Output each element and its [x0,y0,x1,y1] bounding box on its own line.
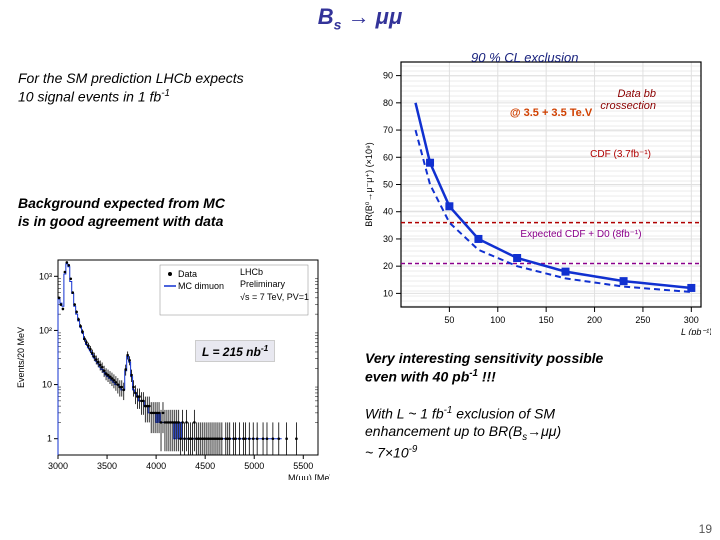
histogram-chart: 3000 3500 4000 4500 5000 5500 1 10 10² 10³ M(μμ) [… [10,250,330,480]
svg-text:100: 100 [490,315,505,325]
svg-text:50: 50 [383,180,393,190]
svg-text:10: 10 [383,288,393,298]
svg-text:10²: 10² [39,325,52,335]
svg-text:50: 50 [444,315,454,325]
svg-text:L (pb⁻¹): L (pb⁻¹) [681,327,711,335]
svg-text:@ 3.5 + 3.5 Te.V: @ 3.5 + 3.5 Te.V [510,107,593,119]
page-number: 19 [699,522,712,536]
svg-text:3500: 3500 [97,461,117,471]
svg-text:30: 30 [383,234,393,244]
svg-text:5500: 5500 [293,461,313,471]
svg-text:Expected CDF + D0 (8fb⁻¹): Expected CDF + D0 (8fb⁻¹) [520,229,641,240]
svg-text:10: 10 [42,380,52,390]
svg-text:70: 70 [383,125,393,135]
svg-text:1: 1 [47,434,52,444]
svg-text:4500: 4500 [195,461,215,471]
svg-text:10³: 10³ [39,271,52,281]
svg-text:300: 300 [684,315,699,325]
svg-text:MC dimuon: MC dimuon [178,281,224,291]
svg-text:80: 80 [383,98,393,108]
svg-text:LHCb: LHCb [240,267,263,277]
svg-text:M(μμ) [MeV/c²]: M(μμ) [MeV/c²] [288,473,330,480]
svg-text:5000: 5000 [244,461,264,471]
text-sensitivity: Very interesting sensitivity possibleeve… [365,350,705,386]
svg-text:250: 250 [635,315,650,325]
text-bkg-agreement: Background expected from MCis in good ag… [18,195,348,230]
svg-text:90: 90 [383,71,393,81]
slide-title: Bs → μμ [0,0,720,32]
svg-text:√s = 7 TeV, PV=1: √s = 7 TeV, PV=1 [240,292,309,302]
svg-text:200: 200 [587,315,602,325]
svg-text:20: 20 [383,261,393,271]
svg-text:crossection: crossection [600,100,656,112]
svg-text:CDF (3.7fb⁻¹): CDF (3.7fb⁻¹) [590,149,651,160]
svg-text:90 % CL exclusion: 90 % CL exclusion [471,50,578,65]
svg-text:60: 60 [383,152,393,162]
luminosity-label: L = 215 nb-1 [195,340,275,362]
text-sm-prediction: For the SM prediction LHCb expects10 sig… [18,70,348,106]
text-exclusion: With L ~ 1 fb-1 exclusion of SMenhanceme… [365,405,705,462]
svg-text:Preliminary: Preliminary [240,279,286,289]
exclusion-chart: 50 100 150 200 250 300 10 20 30 40 50 60 70 80 90 90 % … [356,50,711,335]
svg-text:Data: Data [178,269,197,279]
svg-text:Data bb: Data bb [617,88,656,100]
svg-text:Events/20 MeV: Events/20 MeV [16,327,26,388]
svg-text:4000: 4000 [146,461,166,471]
svg-text:40: 40 [383,207,393,217]
svg-text:BR(B⁰→μ⁻μ⁺) (×10⁹): BR(B⁰→μ⁻μ⁺) (×10⁹) [364,142,374,227]
svg-text:3000: 3000 [48,461,68,471]
svg-text:150: 150 [539,315,554,325]
